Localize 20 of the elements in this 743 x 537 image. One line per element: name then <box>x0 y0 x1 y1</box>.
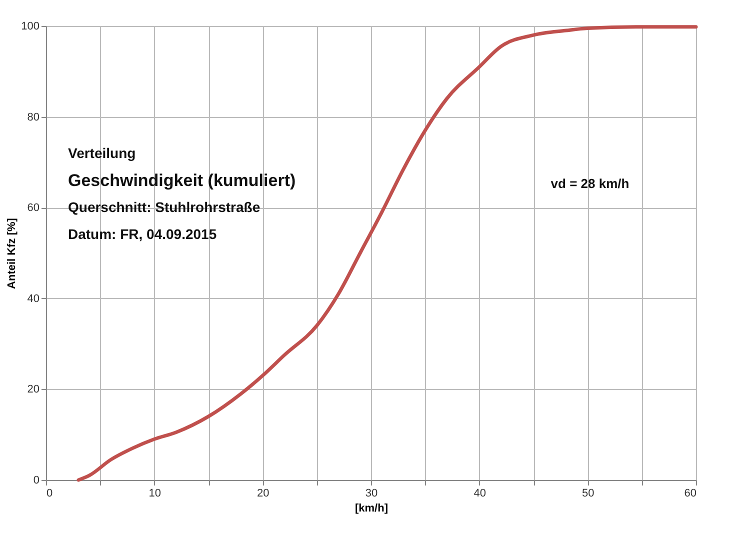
annotation: Geschwindigkeit (kumuliert) <box>68 171 296 190</box>
annotation: Verteilung <box>68 145 136 161</box>
annotation: Datum: FR, 04.09.2015 <box>68 226 217 242</box>
y-tick-label: 40 <box>27 292 40 305</box>
y-axis-title: Anteil Kfz [%] <box>6 218 18 289</box>
y-tick-label: 20 <box>27 384 40 396</box>
x-tick-label: 40 <box>474 488 486 500</box>
x-axis-title: [km/h] <box>355 502 388 514</box>
annotation: Querschnitt: Stuhlrohrstraße <box>68 199 260 215</box>
y-tick-label: 60 <box>27 202 40 214</box>
annotation: vd = 28 km/h <box>550 176 630 191</box>
y-tick-label: 100 <box>21 20 40 32</box>
x-tick-label: 10 <box>148 488 161 500</box>
x-tick-label: 60 <box>684 488 696 500</box>
x-tick-label: 20 <box>257 488 270 500</box>
y-tick-label: 80 <box>27 111 40 124</box>
x-tick-label: 30 <box>365 488 378 500</box>
x-tick-label: 0 <box>46 488 53 500</box>
y-tick-label: 0 <box>33 474 40 486</box>
x-tick-label: 50 <box>582 488 594 500</box>
